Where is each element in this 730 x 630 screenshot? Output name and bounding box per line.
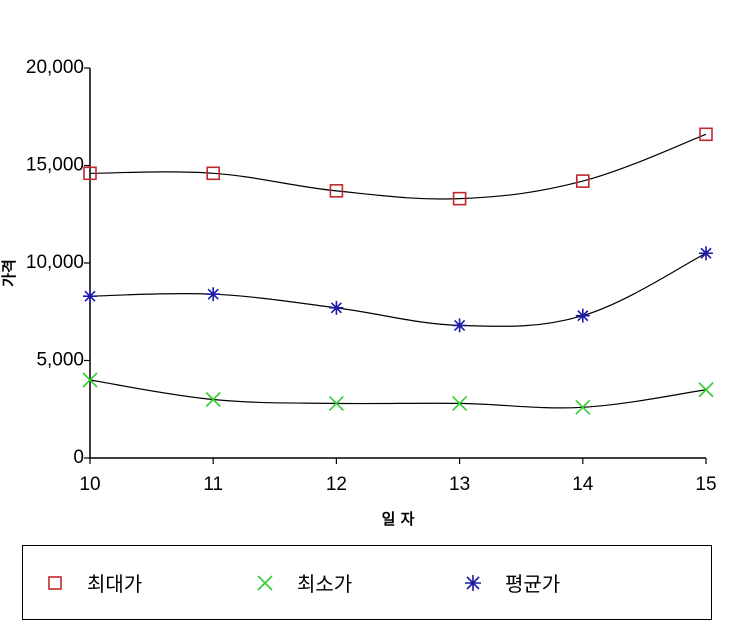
y-tick-label: 20,000 bbox=[26, 57, 84, 78]
data-point-asterisk bbox=[575, 308, 590, 323]
data-point-asterisk bbox=[452, 318, 467, 333]
square-marker-icon bbox=[48, 575, 62, 590]
series-3 bbox=[83, 246, 713, 333]
legend-label-max: 최대가 bbox=[87, 572, 143, 596]
x-tick-label: 14 bbox=[572, 474, 594, 495]
data-point-asterisk bbox=[329, 300, 344, 315]
legend-label-avg: 평균가 bbox=[505, 572, 561, 596]
data-point-square bbox=[329, 184, 344, 198]
data-point-square bbox=[83, 166, 97, 181]
legend-item-min: 최소가 bbox=[255, 568, 352, 597]
x-tick-label: 15 bbox=[695, 474, 716, 495]
x-axis-title: 일 자 bbox=[382, 510, 415, 528]
data-point-x bbox=[575, 399, 591, 415]
data-point-x bbox=[328, 395, 344, 411]
legend-item-avg: 평균가 bbox=[463, 568, 560, 597]
data-point-x bbox=[698, 382, 714, 398]
series-layer bbox=[82, 127, 714, 415]
x-tick-label: 13 bbox=[449, 474, 470, 495]
data-point-asterisk bbox=[699, 246, 713, 261]
series-line bbox=[89, 252, 707, 327]
series-line bbox=[89, 379, 707, 409]
x-tick-label: 10 bbox=[79, 474, 100, 495]
legend-item-max: 최대가 bbox=[45, 568, 142, 597]
x-marker-icon bbox=[257, 574, 273, 591]
data-point-asterisk bbox=[206, 287, 221, 302]
y-tick-label: 5,000 bbox=[36, 350, 84, 371]
y-axis-title: 가격 bbox=[0, 259, 18, 287]
data-point-square bbox=[575, 174, 590, 188]
data-point-x bbox=[205, 391, 221, 408]
data-point-x bbox=[452, 395, 468, 411]
asterisk-marker-icon bbox=[465, 574, 481, 591]
x-tick-label: 11 bbox=[203, 474, 223, 495]
data-point-x bbox=[82, 372, 98, 388]
data-point-square bbox=[206, 166, 220, 181]
series-line bbox=[89, 133, 707, 200]
axes: 0 5,000 10,000 15,000 20,000 10 11 12 13 14 15 bbox=[26, 57, 717, 495]
data-point-square bbox=[699, 127, 713, 142]
legend-label-min: 최소가 bbox=[297, 572, 353, 596]
series-2 bbox=[82, 372, 714, 415]
data-point-square bbox=[452, 191, 467, 206]
y-tick-label: 10,000 bbox=[26, 252, 84, 273]
y-tick-label: 15,000 bbox=[26, 155, 84, 176]
data-point-asterisk bbox=[83, 289, 97, 304]
x-tick-label: 12 bbox=[326, 474, 347, 495]
series-1 bbox=[83, 127, 713, 206]
y-tick-label: 0 bbox=[73, 447, 84, 468]
legend: 최대가 최소가 평균가 bbox=[22, 545, 712, 620]
